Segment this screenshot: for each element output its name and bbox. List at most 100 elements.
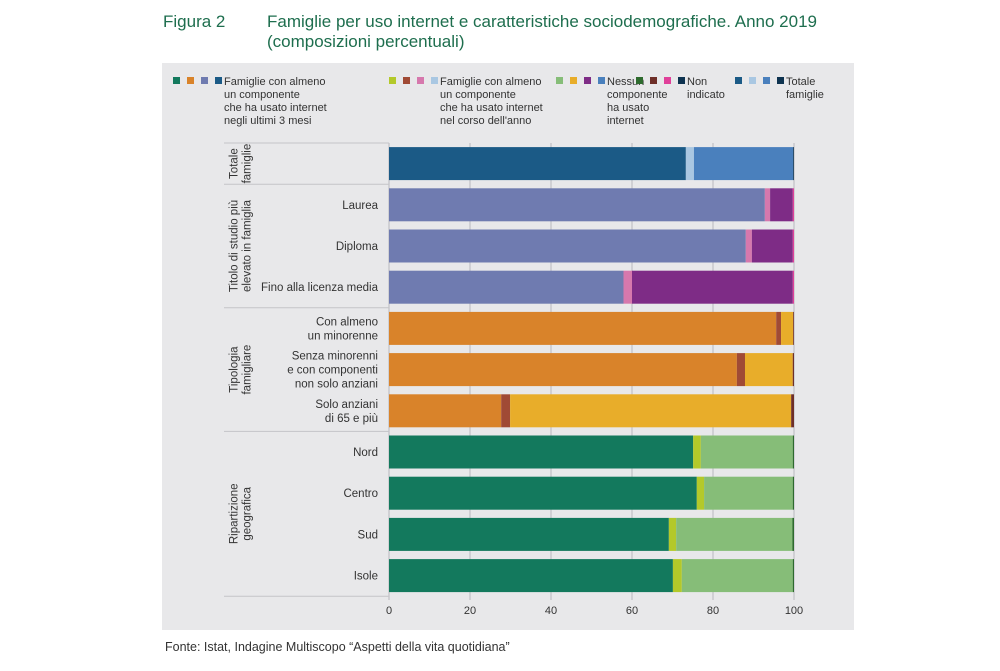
bar-segment <box>792 517 794 551</box>
legend-swatch <box>763 77 770 84</box>
bar-segment <box>632 270 793 304</box>
legend-swatch <box>678 77 685 84</box>
bar-segment <box>685 147 694 181</box>
legend-label: Totale famiglie <box>786 76 824 101</box>
bar-segment <box>389 270 624 304</box>
bar-segment <box>700 435 793 469</box>
bar-segment <box>389 517 669 551</box>
bar-segment <box>693 435 701 469</box>
group-label: Ripartizione <box>229 483 241 544</box>
bar-segment <box>668 517 677 551</box>
x-tick-label: 20 <box>464 605 476 617</box>
x-tick-label: 100 <box>785 605 803 617</box>
group-label: Tipologia <box>229 346 241 393</box>
legend-swatch <box>389 77 396 84</box>
bar-segment <box>793 311 794 345</box>
bar-segment <box>776 311 782 345</box>
legend-swatch <box>636 77 643 84</box>
category-label: Fino alla licenza media <box>261 282 379 294</box>
group-label: famigliare <box>242 345 254 395</box>
bar-segment <box>736 353 745 387</box>
bar-segment <box>389 353 737 387</box>
category-label: un minorenne <box>308 330 378 342</box>
bar-segment <box>792 270 794 304</box>
chart-legend: Famiglie con almeno un componente che ha… <box>162 63 854 133</box>
bar-segment <box>389 394 502 428</box>
legend-label: Famiglie con almeno un componente che ha… <box>224 76 327 127</box>
bar-segment <box>793 147 794 181</box>
category-label: Sud <box>358 529 378 541</box>
bar-segment <box>791 394 794 428</box>
legend-swatch <box>570 77 577 84</box>
bar-segment <box>696 476 705 510</box>
legend-swatch <box>664 77 671 84</box>
category-label: Senza minorenni <box>292 351 378 363</box>
group-label: Totale <box>229 148 241 179</box>
source-note: Fonte: Istat, Indagine Multiscopo “Aspet… <box>165 640 510 654</box>
bar-segment <box>681 559 793 593</box>
legend-swatch <box>417 77 424 84</box>
x-tick-label: 40 <box>545 605 557 617</box>
category-label: Diploma <box>336 241 379 253</box>
category-label: Nord <box>353 447 378 459</box>
category-label: Solo anziani <box>315 399 378 411</box>
chart-panel: Famiglie con almeno un componente che ha… <box>162 63 854 630</box>
bar-segment <box>792 188 794 222</box>
bar-segment <box>792 559 794 593</box>
legend-swatch <box>201 77 208 84</box>
x-tick-label: 60 <box>626 605 638 617</box>
bar-segment <box>704 476 793 510</box>
bar-segment <box>510 394 792 428</box>
legend-swatch <box>215 77 222 84</box>
bar-segment <box>792 435 794 469</box>
figure-title: Famiglie per uso internet e caratteristi… <box>267 12 867 52</box>
legend-swatch <box>556 77 563 84</box>
bar-segment <box>501 394 511 428</box>
bar-segment <box>389 435 694 469</box>
bar-segment <box>623 270 632 304</box>
category-label: Centro <box>343 488 378 500</box>
group-label: elevato in famiglia <box>242 199 254 292</box>
category-label: Isole <box>354 571 378 583</box>
legend-label: Nessun componente ha usato internet <box>607 76 668 127</box>
bar-segment <box>792 353 794 387</box>
legend-entry: Nessun componente ha usato internet <box>556 76 668 127</box>
bar-segment <box>389 559 673 593</box>
category-label: di 65 e più <box>325 413 378 425</box>
category-label: Con almeno <box>316 316 378 328</box>
bar-segment <box>693 147 794 181</box>
legend-swatch <box>584 77 591 84</box>
bar-segment <box>744 353 793 387</box>
title-line-1: Famiglie per uso internet e caratteristi… <box>267 12 817 31</box>
bar-segment <box>389 188 765 222</box>
bar-segment <box>751 229 793 263</box>
legend-entry: Famiglie con almeno un componente che ha… <box>173 76 327 127</box>
legend-entry: Totale famiglie <box>735 76 824 101</box>
legend-swatch <box>173 77 180 84</box>
bar-segment <box>389 476 697 510</box>
bar-segment <box>764 188 771 222</box>
x-tick-label: 0 <box>386 605 392 617</box>
category-label: e con componenti <box>287 365 378 377</box>
bar-segment <box>389 147 686 181</box>
group-label: famiglie <box>242 144 254 184</box>
legend-swatch <box>403 77 410 84</box>
legend-swatch <box>187 77 194 84</box>
bar-segment <box>389 229 746 263</box>
legend-swatch <box>749 77 756 84</box>
legend-swatch <box>735 77 742 84</box>
x-tick-label: 80 <box>707 605 719 617</box>
bar-segment <box>781 311 794 345</box>
group-label: Titolo di studio più <box>229 200 241 292</box>
bar-segment <box>676 517 793 551</box>
title-line-2: (composizioni percentuali) <box>267 32 465 51</box>
bar-segment <box>770 188 793 222</box>
legend-label: Non indicato <box>687 76 725 101</box>
stacked-bar-chart: 0 20 40 60 80 100 Totale famiglie Laurea Diploma F… <box>224 142 803 617</box>
bar-segment <box>792 229 794 263</box>
group-label: geografica <box>242 486 254 540</box>
category-label: Laurea <box>342 200 378 212</box>
bar-segment <box>389 311 777 345</box>
legend-swatch <box>650 77 657 84</box>
legend-swatch <box>431 77 438 84</box>
